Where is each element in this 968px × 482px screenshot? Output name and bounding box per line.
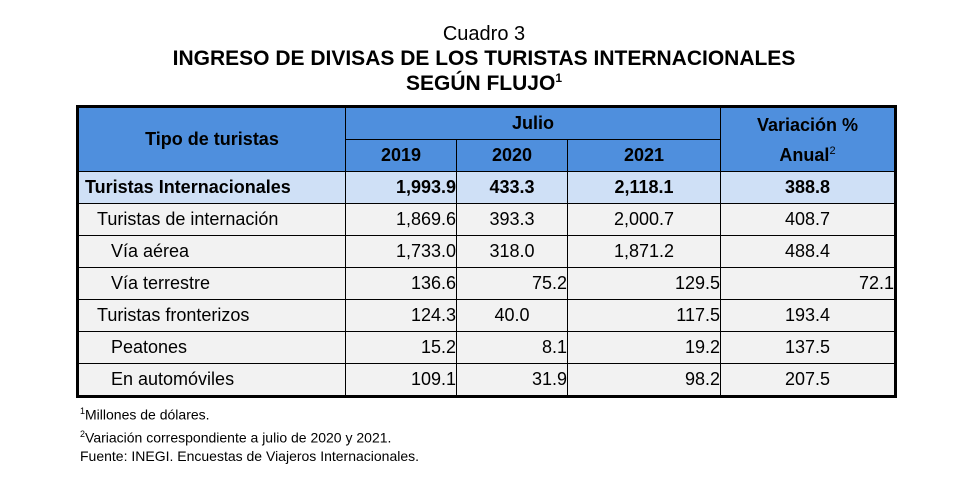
cell-2020: 40.0 bbox=[456, 299, 568, 332]
table-row: Turistas fronterizos 124.3 40.0 117.5 19… bbox=[77, 299, 896, 332]
title-footnote-ref: 1 bbox=[555, 71, 563, 85]
cell-variacion: 488.4 bbox=[720, 235, 896, 268]
cell-2020: 433.3 bbox=[456, 171, 568, 204]
footnotes: 1Millones de dólares. 2Variación corresp… bbox=[80, 402, 419, 466]
cell-variacion: 388.8 bbox=[720, 171, 896, 204]
cell-2019: 124.3 bbox=[345, 299, 457, 332]
cell-2020: 8.1 bbox=[456, 331, 568, 364]
header-variacion-line2: Anual bbox=[779, 144, 830, 165]
cell-2020: 393.3 bbox=[456, 203, 568, 236]
table-row: Vía terrestre 136.6 75.2 129.5 72.1 bbox=[77, 267, 896, 300]
row-label: Vía aérea bbox=[77, 235, 346, 268]
cell-variacion: 72.1 bbox=[720, 267, 896, 300]
header-tipo-de-turistas: Tipo de turistas bbox=[77, 106, 346, 172]
cell-variacion: 408.7 bbox=[720, 203, 896, 236]
cell-2019: 1,993.9 bbox=[345, 171, 457, 204]
row-label: Turistas fronterizos bbox=[77, 299, 346, 332]
cell-2019: 15.2 bbox=[345, 331, 457, 364]
cell-2019: 109.1 bbox=[345, 363, 457, 397]
cell-2021: 2,118.1 bbox=[567, 171, 721, 204]
table-row-total: Turistas Internacionales 1,993.9 433.3 2… bbox=[77, 171, 896, 204]
main-title-line1: INGRESO DE DIVISAS DE LOS TURISTAS INTER… bbox=[172, 47, 796, 70]
table-row: Turistas de internación 1,869.6 393.3 2,… bbox=[77, 203, 896, 236]
header-variacion-line1: Variación % bbox=[756, 114, 859, 135]
cell-2021: 117.5 bbox=[567, 299, 721, 332]
header-julio: Julio bbox=[345, 106, 721, 140]
cell-variacion: 193.4 bbox=[720, 299, 896, 332]
footnote-2-text: Variación correspondiente a julio de 202… bbox=[85, 429, 392, 446]
cell-2020: 31.9 bbox=[456, 363, 568, 397]
header-variacion-footnote-ref: 2 bbox=[829, 144, 836, 157]
cell-2020: 318.0 bbox=[456, 235, 568, 268]
cell-2021: 98.2 bbox=[567, 363, 721, 397]
header-variacion: Variación % Anual2 bbox=[720, 106, 896, 172]
footnote-1: 1Millones de dólares. bbox=[80, 402, 419, 425]
table-number: Cuadro 3 bbox=[442, 23, 526, 45]
tourism-income-table: Tipo de turistas Julio Variación % Anual… bbox=[76, 105, 897, 398]
cell-2021: 19.2 bbox=[567, 331, 721, 364]
footnote-2: 2Variación correspondiente a julio de 20… bbox=[80, 425, 419, 448]
row-label: Peatones bbox=[77, 331, 346, 364]
cell-variacion: 137.5 bbox=[720, 331, 896, 364]
header-year-2020: 2020 bbox=[456, 139, 568, 172]
title-block: Cuadro 3 INGRESO DE DIVISAS DE LOS TURIS… bbox=[0, 22, 968, 96]
table-row: Vía aérea 1,733.0 318.0 1,871.2 488.4 bbox=[77, 235, 896, 268]
row-label: En automóviles bbox=[77, 363, 346, 397]
footnote-1-marker: 1 bbox=[80, 406, 86, 416]
cell-variacion: 207.5 bbox=[720, 363, 896, 397]
source-note: Fuente: INEGI. Encuestas de Viajeros Int… bbox=[80, 448, 420, 465]
header-year-2021: 2021 bbox=[567, 139, 721, 172]
footnote-1-text: Millones de dólares. bbox=[85, 406, 210, 423]
header-year-2019: 2019 bbox=[345, 139, 457, 172]
main-title-line2: SEGÚN FLUJO1 bbox=[0, 71, 968, 96]
main-title-line2-text: SEGÚN FLUJO bbox=[405, 72, 556, 95]
footnote-2-marker: 2 bbox=[80, 428, 86, 439]
cell-2021: 2,000.7 bbox=[567, 203, 721, 236]
row-label: Turistas de internación bbox=[77, 203, 346, 236]
cell-2019: 136.6 bbox=[345, 267, 457, 300]
cell-2021: 129.5 bbox=[567, 267, 721, 300]
table-row: Peatones 15.2 8.1 19.2 137.5 bbox=[77, 331, 896, 364]
row-label: Turistas Internacionales bbox=[77, 171, 346, 204]
table-row: En automóviles 109.1 31.9 98.2 207.5 bbox=[77, 363, 896, 397]
row-label: Vía terrestre bbox=[77, 267, 346, 300]
cell-2019: 1,869.6 bbox=[345, 203, 457, 236]
cell-2020: 75.2 bbox=[456, 267, 568, 300]
cell-2019: 1,733.0 bbox=[345, 235, 457, 268]
cell-2021: 1,871.2 bbox=[567, 235, 721, 268]
